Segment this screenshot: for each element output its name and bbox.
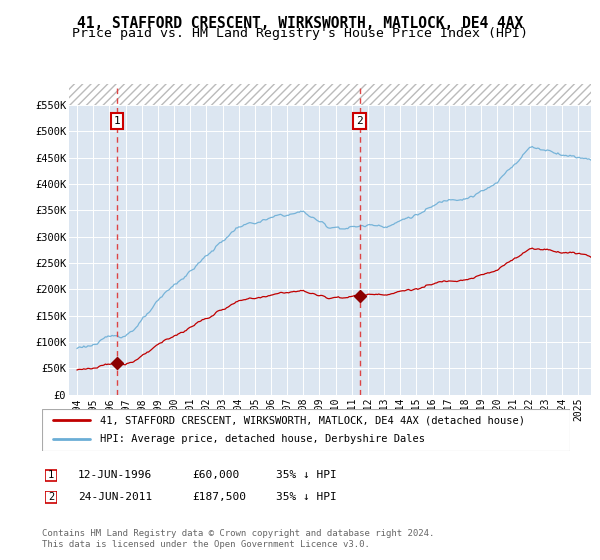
Text: 41, STAFFORD CRESCENT, WIRKSWORTH, MATLOCK, DE4 4AX (detached house): 41, STAFFORD CRESCENT, WIRKSWORTH, MATLO… — [100, 415, 525, 425]
Text: 35% ↓ HPI: 35% ↓ HPI — [276, 492, 337, 502]
Text: 24-JUN-2011: 24-JUN-2011 — [78, 492, 152, 502]
Text: 2: 2 — [356, 116, 363, 126]
Text: £187,500: £187,500 — [192, 492, 246, 502]
Text: Price paid vs. HM Land Registry's House Price Index (HPI): Price paid vs. HM Land Registry's House … — [72, 27, 528, 40]
Text: 2: 2 — [48, 492, 54, 502]
Text: 41, STAFFORD CRESCENT, WIRKSWORTH, MATLOCK, DE4 4AX: 41, STAFFORD CRESCENT, WIRKSWORTH, MATLO… — [77, 16, 523, 31]
Text: Contains HM Land Registry data © Crown copyright and database right 2024.
This d: Contains HM Land Registry data © Crown c… — [42, 529, 434, 549]
Text: 1: 1 — [48, 470, 54, 480]
Text: 1: 1 — [113, 116, 120, 126]
Text: 35% ↓ HPI: 35% ↓ HPI — [276, 470, 337, 480]
Text: HPI: Average price, detached house, Derbyshire Dales: HPI: Average price, detached house, Derb… — [100, 435, 425, 445]
Text: £60,000: £60,000 — [192, 470, 239, 480]
Text: 12-JUN-1996: 12-JUN-1996 — [78, 470, 152, 480]
